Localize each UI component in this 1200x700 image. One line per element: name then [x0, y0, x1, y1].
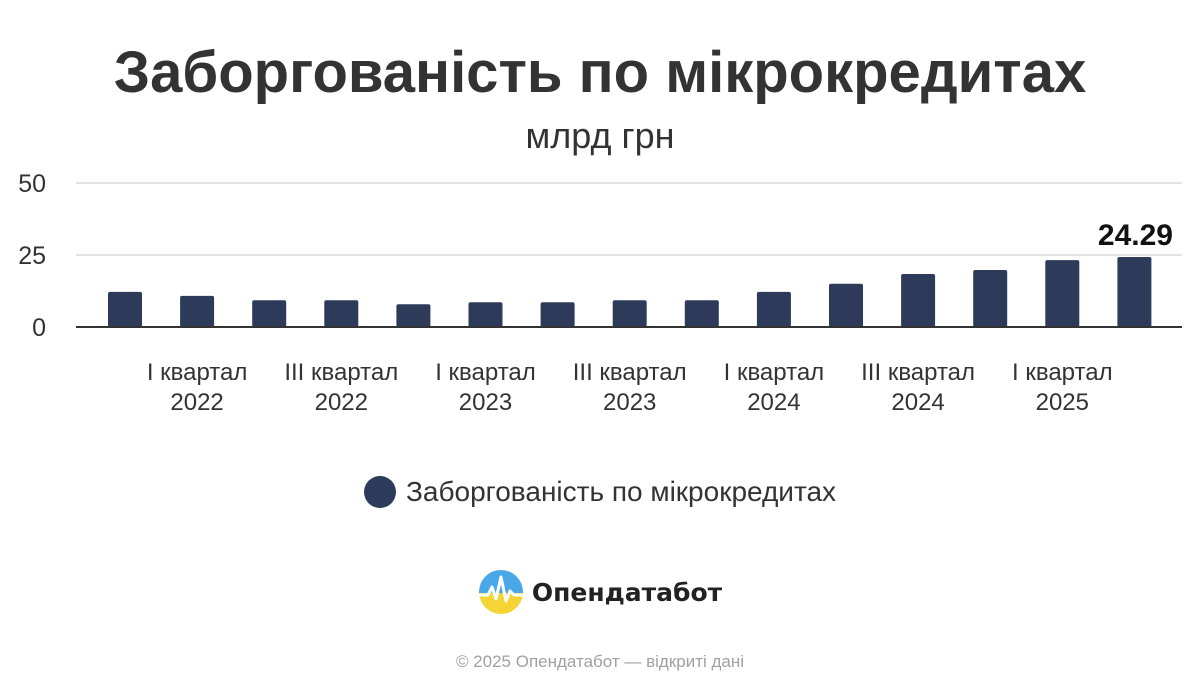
bar: [108, 291, 142, 327]
x-tick-label: 2025: [1036, 389, 1089, 416]
x-tick-label: I квартал: [724, 359, 825, 386]
x-tick-label: III квартал: [861, 359, 975, 386]
chart-title: Заборгованість по мікрокредитах: [113, 40, 1087, 105]
y-tick-label: 50: [18, 170, 46, 198]
brand: Опендатабот: [0, 568, 1200, 616]
x-tick-label: 2022: [315, 389, 368, 416]
bar-chart: 50 25 0 I квартал 2022 III квартал 2022 I кварт…: [18, 170, 1182, 416]
bar: [1045, 260, 1080, 327]
bar: [396, 304, 431, 327]
x-tick-label: 2023: [603, 389, 656, 416]
x-tick-label: 2024: [891, 389, 944, 416]
x-tick-label: I квартал: [147, 359, 248, 386]
x-tick-label: 2022: [170, 389, 223, 416]
bar: [756, 291, 791, 327]
x-tick-label: 2024: [747, 389, 800, 416]
bar: [1117, 257, 1152, 327]
y-tick-label: 25: [18, 242, 46, 270]
data-label: 24.29: [1098, 219, 1173, 252]
legend-label: Заборгованість по мікрокредитах: [405, 476, 837, 507]
opendatabot-logo-icon: [478, 570, 523, 614]
bar: [901, 274, 936, 327]
bar: [829, 283, 863, 327]
bar: [252, 300, 287, 327]
bar: [612, 300, 647, 327]
footer-text: © 2025 Опендатабот — відкриті дані: [455, 652, 745, 671]
chart-subtitle: млрд грн: [525, 115, 675, 156]
x-tick-label: I квартал: [1012, 359, 1113, 386]
legend-marker: [363, 476, 396, 508]
x-tick-label: I квартал: [435, 359, 536, 386]
x-tick-label: 2023: [459, 389, 512, 416]
bar: [973, 269, 1008, 327]
bar: [180, 295, 215, 327]
legend: Заборгованість по мікрокредитах: [0, 470, 1200, 514]
bar: [324, 300, 359, 327]
y-tick-label: 0: [32, 314, 46, 342]
bar: [540, 302, 575, 327]
x-tick-label: III квартал: [573, 359, 687, 386]
brand-name: Опендатабот: [531, 577, 723, 607]
x-tick-label: III квартал: [284, 359, 398, 386]
bar: [468, 302, 503, 327]
bar: [684, 300, 719, 327]
